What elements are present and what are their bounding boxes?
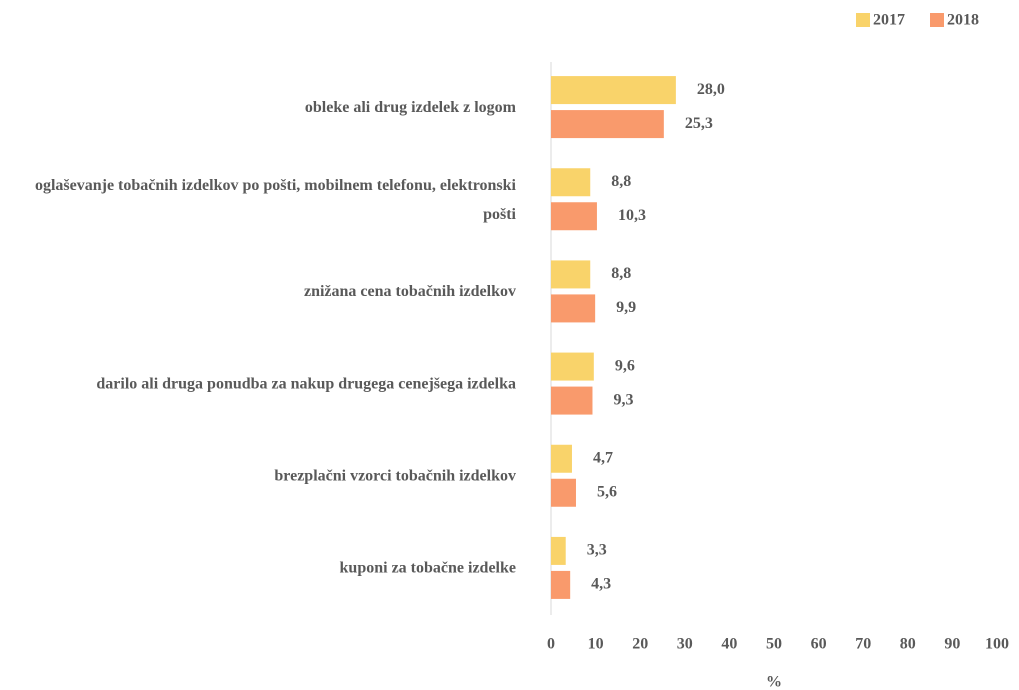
value-label: 25,3 <box>685 115 713 132</box>
x-tick-label: 30 <box>677 636 693 653</box>
value-label: 28,0 <box>697 81 725 98</box>
category-label: darilo ali druga ponudba za nakup drugeg… <box>96 375 516 392</box>
bar <box>551 202 597 231</box>
bar <box>551 352 594 381</box>
x-tick-label: 20 <box>632 636 648 653</box>
value-label: 9,3 <box>613 391 633 408</box>
bar <box>551 478 576 507</box>
bar <box>551 386 593 415</box>
value-label: 3,3 <box>587 542 607 559</box>
legend-swatch <box>930 13 944 27</box>
category-label-line: pošti <box>483 205 516 222</box>
category-label: znižana cena tobačnih izdelkov <box>304 283 516 300</box>
value-label: 10,3 <box>618 207 646 224</box>
x-tick-label: 80 <box>900 636 916 653</box>
bar <box>551 168 591 197</box>
x-tick-label: 100 <box>985 636 1009 653</box>
x-tick-label: 60 <box>811 636 827 653</box>
bar <box>551 444 572 473</box>
category-label-line: oglaševanje tobačnih izdelkov po pošti, … <box>35 176 517 193</box>
x-tick-label: 70 <box>855 636 871 653</box>
value-label: 4,3 <box>591 576 611 593</box>
category-label: brezplačni vzorci tobačnih izdelkov <box>274 467 516 484</box>
bar <box>551 260 591 289</box>
bar <box>551 536 566 565</box>
value-label: 9,9 <box>616 299 636 316</box>
category-label: kuponi za tobačne izdelke <box>340 560 516 577</box>
legend-swatch <box>856 13 870 27</box>
category-label: obleke ali drug izdelek z logom <box>305 99 517 116</box>
value-label: 4,7 <box>593 449 613 466</box>
bar <box>551 76 676 105</box>
bar <box>551 294 596 323</box>
category-label: oglaševanje tobačnih izdelkov po pošti, … <box>35 176 517 222</box>
x-axis-label: % <box>766 674 782 690</box>
legend-label: 2017 <box>873 12 905 29</box>
x-tick-label: 90 <box>944 636 960 653</box>
bar <box>551 110 664 139</box>
x-tick-label: 10 <box>588 636 604 653</box>
bar <box>551 570 571 599</box>
value-label: 5,6 <box>597 483 617 500</box>
x-tick-label: 40 <box>721 636 737 653</box>
x-tick-label: 0 <box>547 636 555 653</box>
value-label: 8,8 <box>611 173 631 190</box>
x-tick-label: 50 <box>766 636 782 653</box>
legend-label: 2018 <box>947 12 979 29</box>
value-label: 8,8 <box>611 265 631 282</box>
value-label: 9,6 <box>615 357 635 374</box>
